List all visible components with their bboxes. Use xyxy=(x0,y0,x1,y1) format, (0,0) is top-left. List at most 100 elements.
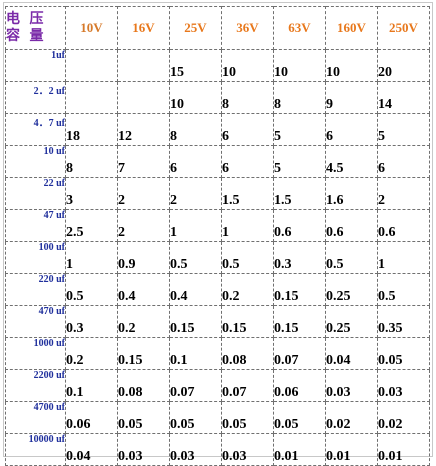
value-cell: 6 xyxy=(221,113,274,146)
value-cell: 10 xyxy=(169,81,222,114)
value-cell: 0.06 xyxy=(273,369,326,402)
table-row: 220 uf 0.5 0.4 0.4 0.2 0.15 0.25 0.5 xyxy=(5,273,430,306)
value-cell: 6 xyxy=(325,113,378,146)
value-cell: 0.05 xyxy=(169,401,222,434)
value-cell xyxy=(117,81,170,114)
capacity-label: 1uf xyxy=(5,49,66,82)
value-cell: 0.15 xyxy=(117,337,170,370)
value-cell: 0.1 xyxy=(65,369,118,402)
capacity-label: 22 uf xyxy=(5,177,66,210)
value-cell: 6 xyxy=(169,145,222,178)
capacity-label: 4．7 uf xyxy=(5,113,66,146)
value-cell: 9 xyxy=(325,81,378,114)
value-cell: 0.2 xyxy=(117,305,170,338)
value-cell: 20 xyxy=(377,49,430,82)
value-cell: 0.5 xyxy=(221,241,274,274)
value-cell: 6 xyxy=(221,145,274,178)
table-row: 47 uf 2.5 2 1 1 0.6 0.6 0.6 xyxy=(5,209,430,242)
value-cell: 0.4 xyxy=(117,273,170,306)
value-cell: 0.01 xyxy=(273,433,326,466)
value-cell: 0.6 xyxy=(377,209,430,242)
voltage-header-250v: 250V xyxy=(377,6,430,50)
value-cell: 5 xyxy=(377,113,430,146)
voltage-header-63v: 63V xyxy=(273,6,326,50)
value-cell: 0.07 xyxy=(221,369,274,402)
capacity-label: 4700 uf xyxy=(5,401,66,434)
value-cell: 1 xyxy=(221,209,274,242)
value-cell: 0.03 xyxy=(221,433,274,466)
value-cell: 0.3 xyxy=(65,305,118,338)
value-cell: 0.06 xyxy=(65,401,118,434)
value-cell: 0.01 xyxy=(377,433,430,466)
value-cell: 0.03 xyxy=(169,433,222,466)
capacity-label: 2200 uf xyxy=(5,369,66,402)
value-cell: 0.07 xyxy=(273,337,326,370)
value-cell: 10 xyxy=(221,49,274,82)
voltage-header-16v: 16V xyxy=(117,6,170,50)
value-cell: 0.03 xyxy=(325,369,378,402)
value-cell: 8 xyxy=(273,81,326,114)
table-body: 1uf 15 10 10 10 20 2．2 uf 10 8 8 9 14 4．7 uf 18 12 8 6 5 6… xyxy=(5,49,430,466)
value-cell: 10 xyxy=(273,49,326,82)
value-cell: 4.5 xyxy=(325,145,378,178)
value-cell: 1.5 xyxy=(273,177,326,210)
value-cell: 0.04 xyxy=(325,337,378,370)
value-cell: 18 xyxy=(65,113,118,146)
capacity-label: 100 uf xyxy=(5,241,66,274)
capacity-label: 2．2 uf xyxy=(5,81,66,114)
value-cell: 2 xyxy=(169,177,222,210)
voltage-header-36v: 36V xyxy=(221,6,274,50)
value-cell: 6 xyxy=(377,145,430,178)
value-cell: 0.9 xyxy=(117,241,170,274)
table-row: 1uf 15 10 10 10 20 xyxy=(5,49,430,82)
value-cell: 1 xyxy=(169,209,222,242)
value-cell: 0.5 xyxy=(169,241,222,274)
value-cell xyxy=(65,81,118,114)
value-cell: 0.15 xyxy=(273,305,326,338)
value-cell: 0.01 xyxy=(325,433,378,466)
value-cell: 0.08 xyxy=(221,337,274,370)
value-cell: 10 xyxy=(325,49,378,82)
table-row: 2200 uf 0.1 0.08 0.07 0.07 0.06 0.03 0.03 xyxy=(5,369,430,402)
value-cell: 0.4 xyxy=(169,273,222,306)
value-cell: 8 xyxy=(65,145,118,178)
corner-header: 电 压 容 量 xyxy=(5,6,66,50)
capacity-label: 220 uf xyxy=(5,273,66,306)
table-row: 4700 uf 0.06 0.05 0.05 0.05 0.05 0.02 0.02 xyxy=(5,401,430,434)
value-cell: 0.02 xyxy=(377,401,430,434)
value-cell: 8 xyxy=(169,113,222,146)
value-cell: 2 xyxy=(117,177,170,210)
value-cell: 0.15 xyxy=(273,273,326,306)
value-cell: 0.6 xyxy=(273,209,326,242)
value-cell: 2 xyxy=(377,177,430,210)
table-row: 4．7 uf 18 12 8 6 5 6 5 xyxy=(5,113,430,146)
value-cell: 0.5 xyxy=(65,273,118,306)
value-cell xyxy=(65,49,118,82)
value-cell: 0.03 xyxy=(117,433,170,466)
corner-voltage-label: 电 压 xyxy=(6,12,47,27)
value-cell: 0.08 xyxy=(117,369,170,402)
value-cell: 5 xyxy=(273,113,326,146)
capacitor-esr-table: 电 压 容 量 10V 16V 25V 36V 63V 160V 250V 1u… xyxy=(5,6,430,466)
table-row: 10000 uf 0.04 0.03 0.03 0.03 0.01 0.01 0.01 xyxy=(5,433,430,466)
value-cell: 0.04 xyxy=(65,433,118,466)
voltage-header-10v: 10V xyxy=(65,6,118,50)
capacity-label: 47 uf xyxy=(5,209,66,242)
value-cell: 12 xyxy=(117,113,170,146)
value-cell: 0.35 xyxy=(377,305,430,338)
value-cell: 1.6 xyxy=(325,177,378,210)
value-cell: 1.5 xyxy=(221,177,274,210)
value-cell: 3 xyxy=(65,177,118,210)
value-cell: 5 xyxy=(273,145,326,178)
corner-capacity-label: 容 量 xyxy=(6,29,47,44)
value-cell: 15 xyxy=(169,49,222,82)
value-cell: 14 xyxy=(377,81,430,114)
table-row: 470 uf 0.3 0.2 0.15 0.15 0.15 0.25 0.35 xyxy=(5,305,430,338)
value-cell: 0.2 xyxy=(221,273,274,306)
value-cell: 0.15 xyxy=(169,305,222,338)
value-cell: 0.25 xyxy=(325,273,378,306)
value-cell: 1 xyxy=(65,241,118,274)
value-cell: 0.3 xyxy=(273,241,326,274)
value-cell: 0.05 xyxy=(117,401,170,434)
header-row: 电 压 容 量 10V 16V 25V 36V 63V 160V 250V xyxy=(5,6,430,50)
